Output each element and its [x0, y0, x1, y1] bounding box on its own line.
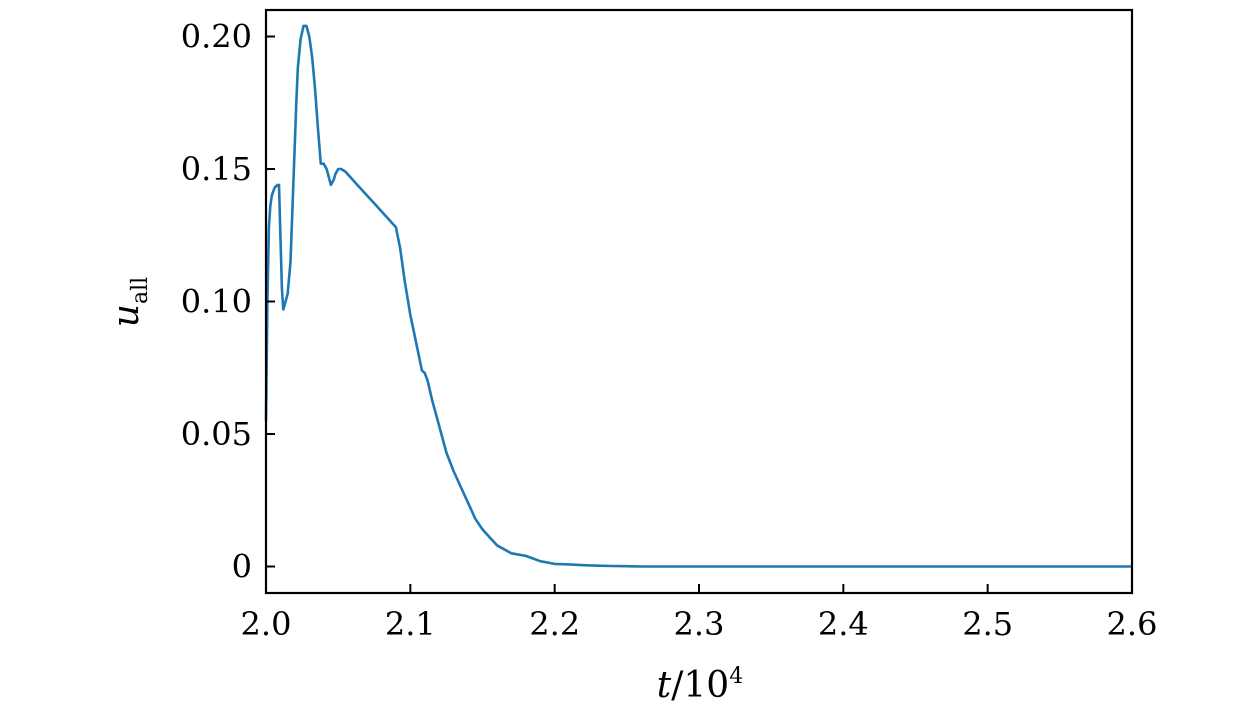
- plot-area: [264, 24, 1132, 568]
- series-line: [264, 24, 1132, 568]
- x-tick-label: 2.2: [529, 605, 580, 643]
- x-tick-label: 2.3: [674, 605, 725, 643]
- x-tick-label: 2.4: [818, 605, 869, 643]
- y-axis-label: uall: [106, 277, 153, 327]
- y-tick-label: 0: [232, 548, 252, 586]
- y-tick-label: 0.05: [181, 415, 252, 453]
- y-tick-label: 0.20: [181, 18, 252, 56]
- x-axis-label: t/104: [657, 664, 743, 706]
- y-tick-label: 0.15: [181, 150, 252, 188]
- y-axis: 0 0.05 0.10 0.15 0.20: [181, 18, 275, 586]
- x-tick-label: 2.5: [962, 605, 1013, 643]
- x-tick-label: 2.6: [1107, 605, 1158, 643]
- x-axis: 2.0 2.1 2.2 2.3 2.4 2.5 2.6: [241, 584, 1158, 643]
- y-tick-label: 0.10: [181, 283, 252, 321]
- plot-frame: [264, 8, 1134, 595]
- x-tick-label: 2.1: [385, 605, 436, 643]
- x-tick-label: 2.0: [241, 605, 292, 643]
